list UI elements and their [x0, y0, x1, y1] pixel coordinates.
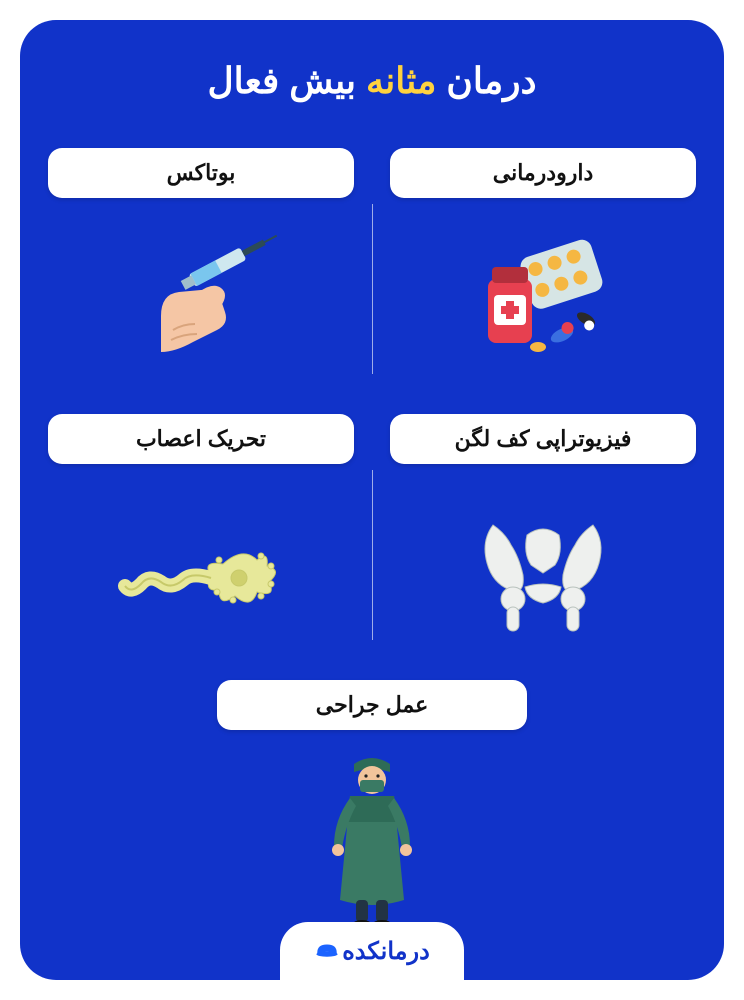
neuron-icon	[111, 490, 291, 640]
label-surgery: عمل جراحی	[217, 680, 527, 730]
label-botox: بوتاکس	[48, 148, 354, 198]
label-nerve: تحریک اعصاب	[48, 414, 354, 464]
row-2: فیزیوتراپی کف لگن	[48, 414, 696, 640]
row-1: دارودرمانی	[48, 148, 696, 374]
pills-icon	[468, 224, 618, 374]
pelvis-icon	[463, 490, 623, 640]
page-title: درمان مثانه بیش فعال	[48, 60, 696, 102]
title-pre: درمان	[436, 60, 536, 101]
row-3: عمل جراحی	[48, 680, 696, 930]
cell-botox: بوتاکس	[48, 148, 354, 374]
title-highlight: مثانه	[366, 60, 436, 101]
title-post: بیش فعال	[207, 60, 365, 101]
label-medication: دارودرمانی	[390, 148, 696, 198]
cell-physio: فیزیوتراپی کف لگن	[390, 414, 696, 640]
brand-logo: درمانکده	[314, 937, 430, 966]
label-physio: فیزیوتراپی کف لگن	[390, 414, 696, 464]
brand-logo-tab: درمانکده	[280, 922, 464, 980]
brand-hat-icon	[314, 938, 340, 964]
brand-logo-text: درمانکده	[342, 937, 430, 966]
cell-nerve: تحریک اعصاب	[48, 414, 354, 640]
syringe-icon	[121, 224, 281, 374]
infographic-card: درمان مثانه بیش فعال دارودرمانی	[20, 20, 724, 980]
surgeon-icon	[312, 750, 432, 930]
cell-medication: دارودرمانی	[390, 148, 696, 374]
